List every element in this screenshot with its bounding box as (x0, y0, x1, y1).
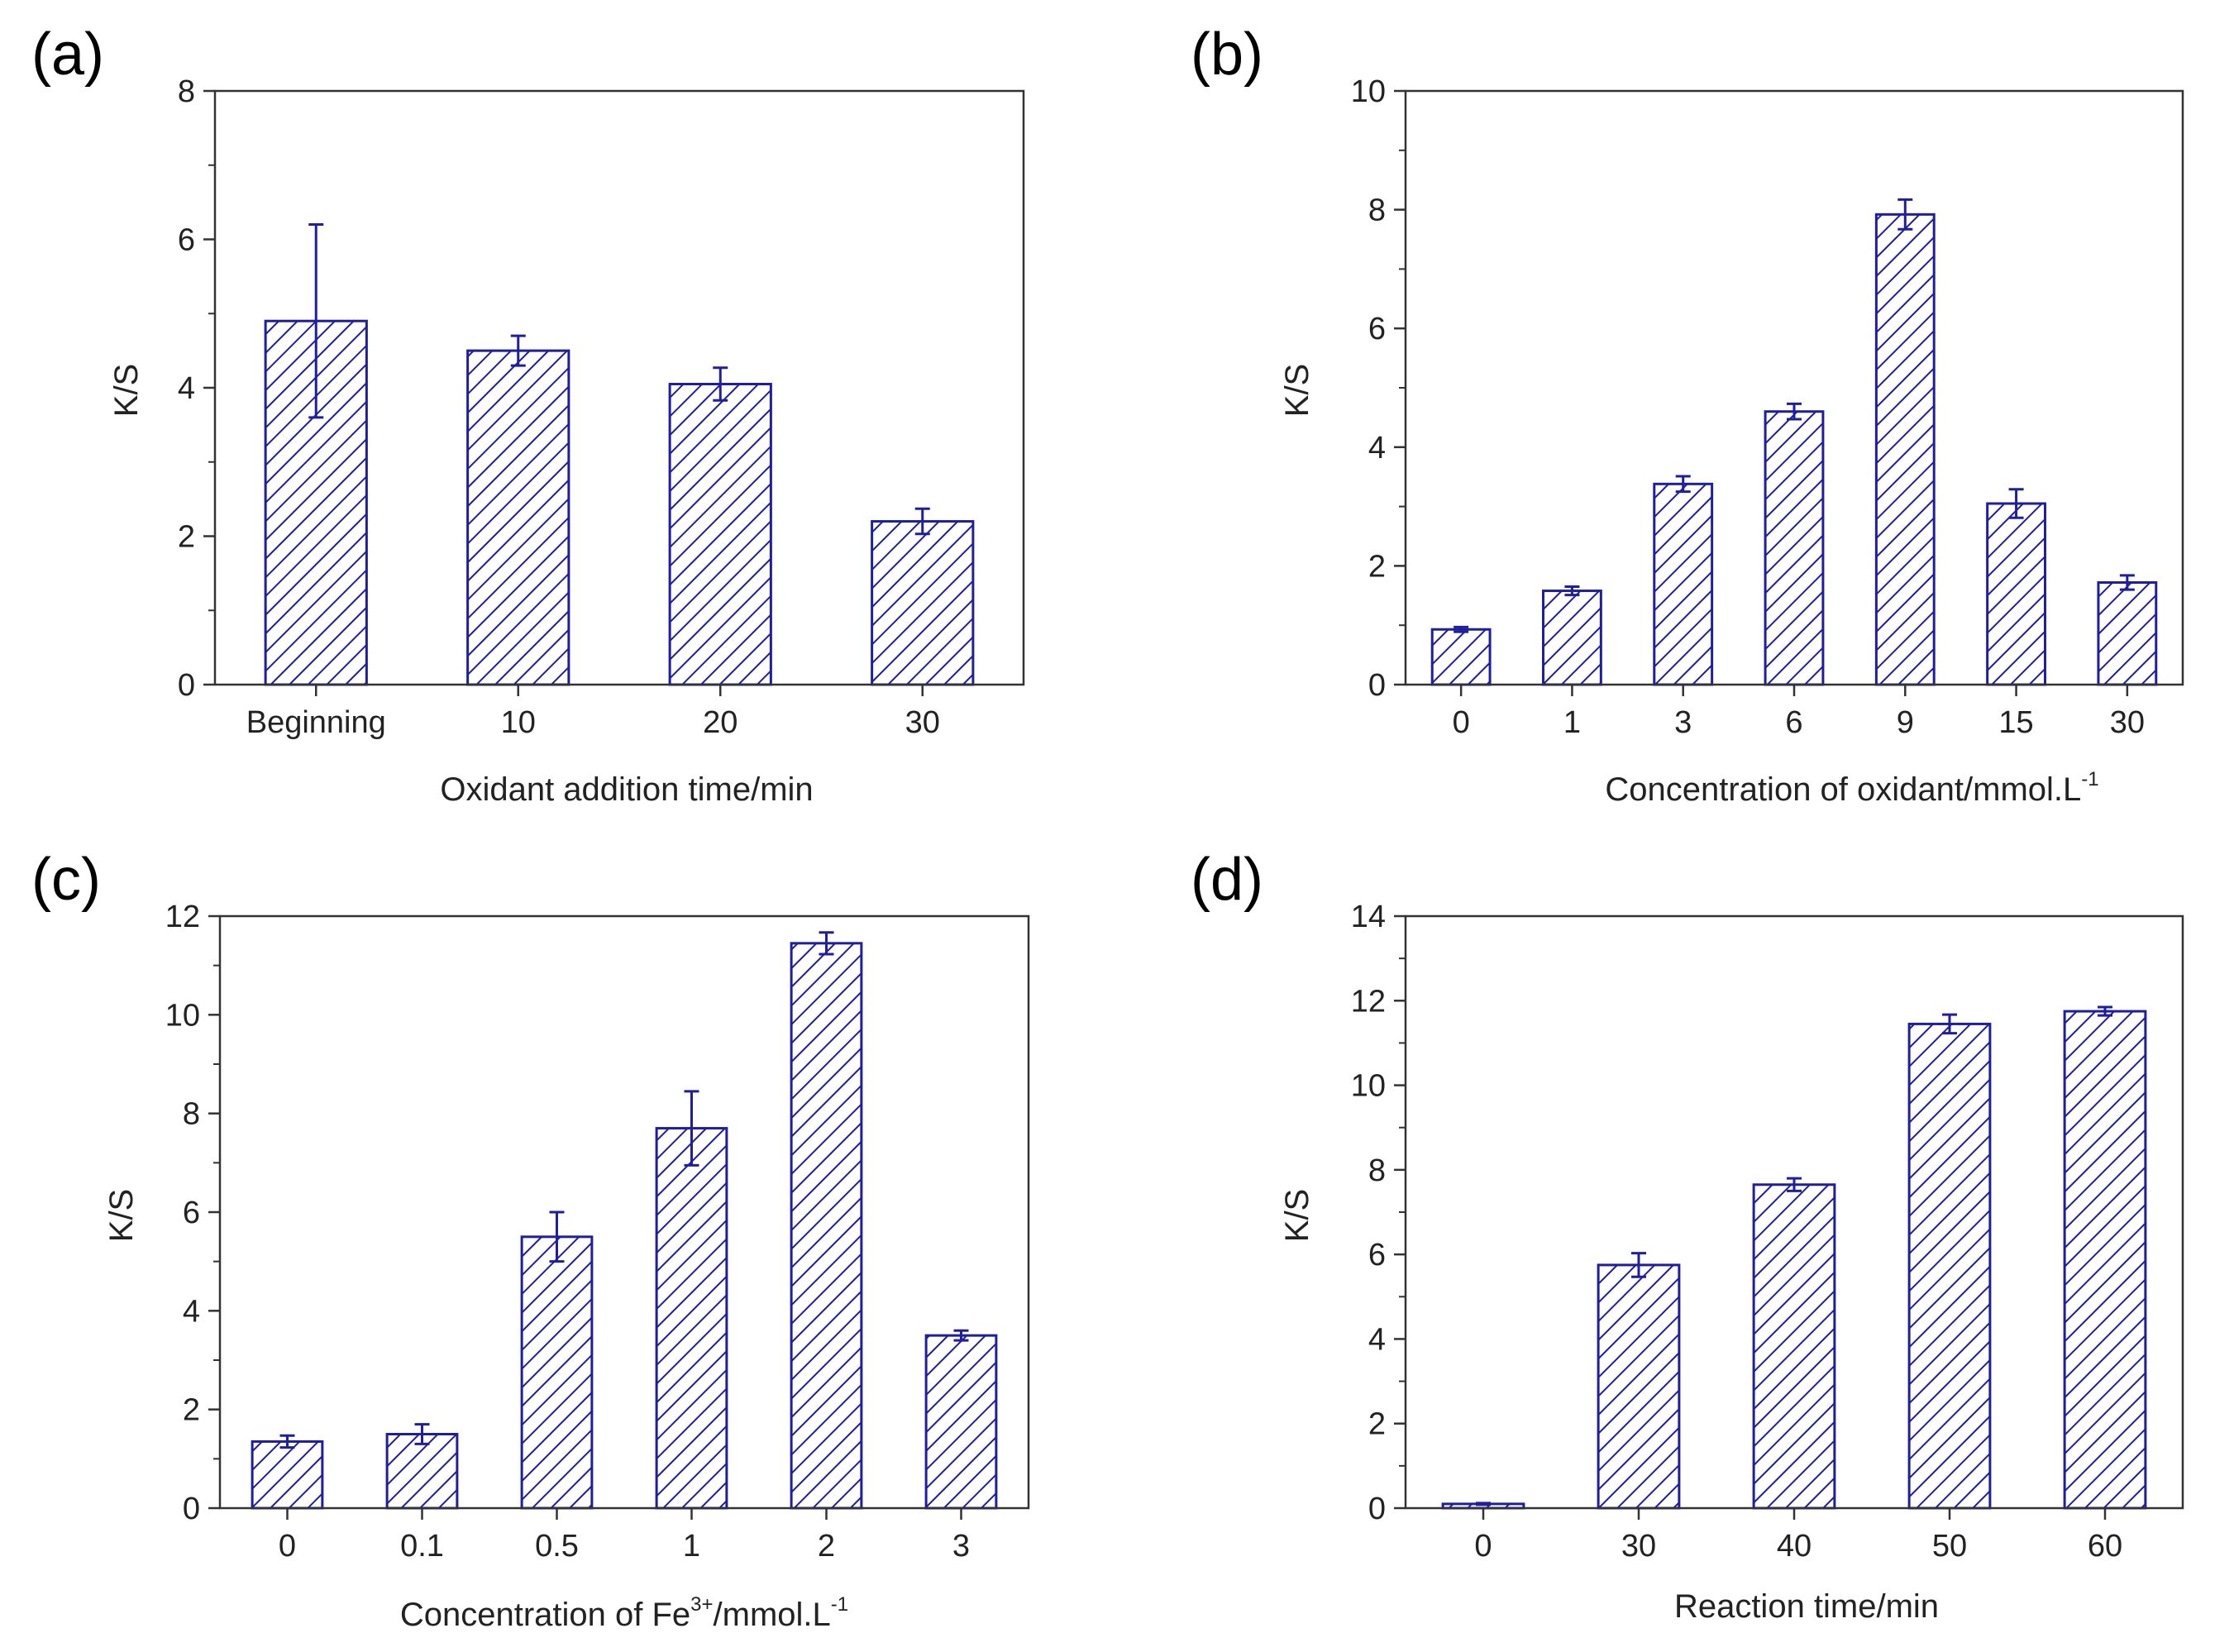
panel-a-ytick-label: 6 (178, 223, 195, 258)
panel-c-xtick-label: 0.5 (535, 1529, 579, 1564)
panel-b-xtick-label: 3 (1674, 705, 1692, 740)
panel-d-ytick-label: 2 (1368, 1407, 1386, 1442)
panel-c-xlabel-rest: /mmol.L (714, 1597, 831, 1633)
panel-c-bar-2 (520, 1235, 594, 1510)
panel-a-bar-3 (871, 520, 975, 686)
panel-c-ytick-label: 8 (183, 1097, 200, 1132)
panel-d-frame (1404, 914, 2184, 1510)
panel-b-bar-6 (2097, 581, 2158, 686)
panel-d-bar-3 (1907, 1022, 1992, 1510)
panel-b-bar-1 (1542, 590, 1602, 686)
panel-c-xtick-label: 3 (952, 1529, 970, 1564)
panel-d-ytick-label: 10 (1351, 1069, 1386, 1104)
panel-a: (a) K/S Oxidant addition time/min 0 2 4 6 8 B… (31, 21, 1025, 808)
panel-b: (b) K/S Concentration of oxidant/mmol.L-… (1191, 21, 2184, 808)
panel-a-xtick-label: 20 (703, 705, 738, 740)
panel-a-bar-1 (466, 349, 570, 686)
panel-b-xtick-label: 1 (1563, 705, 1581, 740)
panel-a-xtick-label: 30 (905, 705, 940, 740)
panel-d-xlabel: Reaction time/min (1674, 1588, 1939, 1625)
panel-d-xtick-label: 50 (1932, 1529, 1967, 1564)
panel-c-ytick-label: 12 (165, 900, 200, 934)
panel-c-xlabel: Concentration of Fe3+/mmol.L-1 (400, 1593, 848, 1633)
panel-c-ytick-label: 6 (183, 1196, 200, 1230)
panel-a-frame (213, 89, 1025, 686)
panel-b-bar-0 (1430, 628, 1492, 686)
panel-d-ytick-label: 0 (1368, 1492, 1386, 1526)
panel-c-ytick-label: 10 (165, 998, 200, 1033)
panel-c-ytick-label: 2 (183, 1393, 200, 1428)
panel-a-letter: (a) (31, 21, 104, 88)
panel-b-bar-4 (1874, 212, 1936, 686)
panel-a-xtick-label: Beginning (246, 705, 386, 740)
panel-b-ytick-label: 8 (1368, 193, 1386, 228)
panel-b-ylabel: K/S (1279, 364, 1315, 417)
panel-a-ytick-label: 8 (178, 74, 195, 109)
panel-c-xtick-label: 2 (818, 1529, 835, 1564)
panel-c-frame (218, 914, 1030, 1510)
panel-a-xlabel: Oxidant addition time/min (440, 771, 813, 808)
panel-d-ytick-label: 14 (1351, 900, 1386, 934)
panel-b-xlabel: Concentration of oxidant/mmol.L-1 (1605, 768, 2098, 808)
panel-b-xlabel-sup: -1 (2081, 768, 2098, 790)
panel-d-bar-2 (1752, 1183, 1836, 1510)
panel-b-xlabel-main: Concentration of oxidant/mmol.L (1605, 771, 2081, 808)
panel-a-plot: 0 2 4 6 8 Beginning 10 20 30 (178, 74, 1025, 740)
panel-d-xtick-label: 0 (1474, 1529, 1492, 1564)
panel-d-xtick-label: 30 (1621, 1529, 1656, 1564)
panel-d: (d) K/S Reaction time/min 0 2 4 6 8 10 12 14 0 30… (1191, 847, 2184, 1625)
panel-b-xtick-label: 30 (2110, 705, 2145, 740)
panel-d-xtick-label: 60 (2088, 1529, 2122, 1564)
panel-b-plot: 0 2 4 6 8 10 0 1 3 6 9 15 30 (1351, 74, 2184, 740)
panel-b-xtick-label: 0 (1453, 705, 1470, 740)
panel-c-bar-3 (655, 1127, 728, 1510)
panel-a-ytick-label: 4 (178, 371, 195, 406)
panel-c-xtick-label: 1 (683, 1529, 700, 1564)
panel-c-xlabel-sup: 3+ (690, 1593, 713, 1616)
panel-c: (c) K/S Concentration of Fe3+/mmol.L-1 0… (31, 847, 1030, 1633)
panel-d-letter: (d) (1191, 847, 1263, 913)
panel-b-bar-2 (1653, 482, 1714, 686)
panel-c-bar-4 (790, 942, 863, 1510)
panel-c-letter: (c) (31, 847, 101, 913)
panel-d-xtick-label: 40 (1777, 1529, 1812, 1564)
panel-b-ytick-label: 4 (1368, 431, 1386, 466)
panel-c-bar-5 (924, 1334, 998, 1510)
panel-c-bar-0 (251, 1440, 324, 1510)
panel-d-ytick-label: 12 (1351, 984, 1386, 1019)
panel-c-xtick-label: 0.1 (400, 1529, 444, 1564)
panel-d-bar-1 (1597, 1263, 1681, 1510)
panel-a-ytick-label: 2 (178, 520, 195, 555)
panel-d-ytick-label: 6 (1368, 1238, 1386, 1272)
panel-c-xlabel-main: Concentration of Fe (400, 1597, 690, 1633)
panel-a-bar-2 (668, 383, 772, 686)
panel-b-letter: (b) (1191, 21, 1263, 88)
panel-b-frame (1404, 89, 2184, 686)
panel-b-ytick-label: 6 (1368, 312, 1386, 346)
panel-a-xtick-label: 10 (501, 705, 536, 740)
panel-b-xtick-label: 6 (1785, 705, 1802, 740)
panel-a-ytick-label: 0 (178, 668, 195, 703)
panel-c-ylabel: K/S (103, 1189, 140, 1242)
panel-b-ytick-label: 0 (1368, 668, 1386, 703)
panel-b-xtick-label: 9 (1897, 705, 1914, 740)
panel-c-ytick-label: 4 (183, 1294, 200, 1329)
panel-d-ytick-label: 4 (1368, 1322, 1386, 1357)
panel-c-ytick-label: 0 (183, 1492, 200, 1526)
panel-b-ytick-label: 10 (1351, 74, 1386, 109)
panel-b-xtick-label: 15 (1998, 705, 2033, 740)
panel-a-ylabel: K/S (108, 364, 145, 417)
panel-b-bar-3 (1764, 410, 1825, 686)
panel-d-bar-4 (2063, 1010, 2147, 1510)
panel-d-plot: 0 2 4 6 8 10 12 14 0 30 40 50 60 (1351, 900, 2184, 1564)
panel-b-ytick-label: 2 (1368, 549, 1386, 584)
panel-b-bar-5 (1986, 502, 2046, 686)
panel-c-xtick-label: 0 (279, 1529, 296, 1564)
panel-c-xlabel-sup2: -1 (831, 1593, 848, 1616)
panel-d-ytick-label: 8 (1368, 1153, 1386, 1188)
panel-d-ylabel: K/S (1279, 1189, 1315, 1242)
